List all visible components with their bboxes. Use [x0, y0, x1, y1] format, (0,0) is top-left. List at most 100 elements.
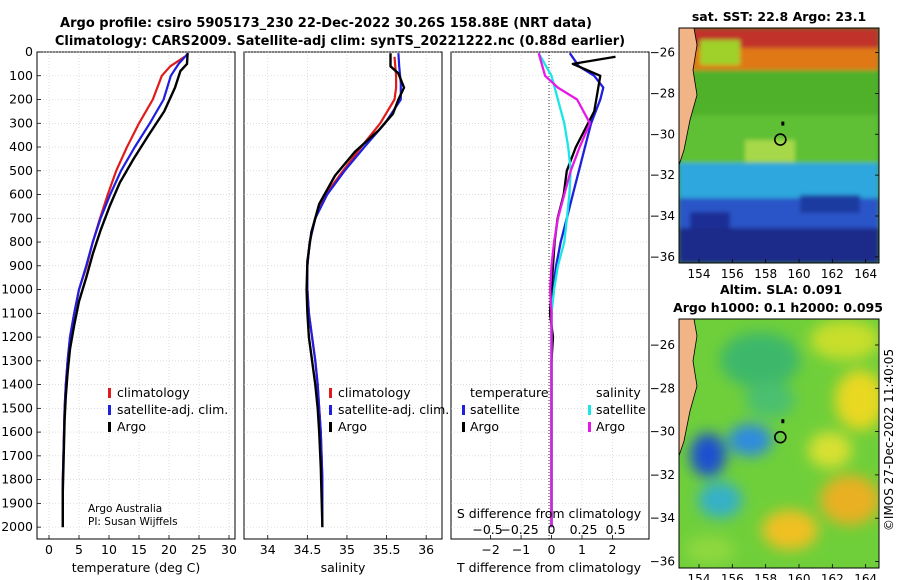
legend-label-s-satellite: satellite [596, 402, 646, 417]
x-tick-label: 5 [75, 542, 83, 557]
legend-label-t-satellite: satellite [470, 402, 520, 417]
x-tick-label: 30 [221, 542, 237, 557]
legend-label-satellite: satellite-adj. clim. [338, 402, 449, 417]
y-tick-label: 400 [9, 139, 33, 154]
map-x-tick-label: 158 [754, 572, 777, 580]
title-line-2: Climatology: CARS2009. Satellite-adj cli… [55, 34, 625, 49]
sst-map-frame [678, 27, 880, 264]
map-y-tick-label: −36 [650, 250, 675, 264]
sla-map-title-2: Argo h1000: 0.1 h2000: 0.095 [673, 300, 883, 315]
map-y-tick-label: −30 [650, 127, 675, 141]
sla-map-frame [678, 318, 880, 569]
s-tick-label: −0.5 [472, 522, 502, 537]
legend-label-satellite: satellite-adj. clim. [117, 402, 228, 417]
sst-patch-4 [690, 212, 730, 228]
map-y-tick-label: −28 [650, 86, 675, 100]
map-y-tick-label: −32 [650, 168, 675, 182]
sla-blob-2 [810, 320, 879, 360]
sst-patch-2 [745, 140, 795, 162]
sla-map: Altim. SLA: 0.091 Argo h1000: 0.1 h2000:… [650, 282, 883, 580]
s-tick-label: 0 [548, 522, 556, 537]
legend-mark-t-satellite [462, 405, 465, 415]
map-y-tick-label: −30 [650, 425, 675, 439]
x-tick-label: 34.5 [293, 542, 321, 557]
sla-blob-11 [685, 536, 735, 564]
sst-coastline [679, 28, 698, 166]
annotation-line-2: PI: Susan Wijffels [88, 516, 178, 528]
y-tick-label: 700 [9, 210, 33, 225]
map-y-tick-label: −34 [650, 511, 675, 525]
y-tick-label: 500 [9, 163, 33, 178]
legend-mark-t-argo [462, 422, 465, 432]
y-tick-label: 1200 [1, 329, 33, 344]
x-tick-label: 35.5 [373, 542, 401, 557]
map-x-tick-label: 162 [821, 572, 844, 580]
sst-map: sat. SST: 22.8 Argo: 23.1 154 156 158 160 16… [650, 9, 880, 281]
map-x-tick-label: 156 [721, 572, 744, 580]
x-tick-label: 34 [260, 542, 276, 557]
sla-blob-7 [762, 510, 818, 550]
sla-blob-6 [698, 482, 742, 518]
map-x-tick-label: 154 [688, 572, 711, 580]
x-tick-label: 36 [418, 542, 434, 557]
sla-blob-5 [728, 424, 772, 456]
map-x-tick-label: 156 [721, 267, 744, 281]
float-previous-position [781, 419, 785, 424]
y-tick-label: 1000 [1, 282, 33, 297]
map-x-tick-label: 154 [688, 267, 711, 281]
map-x-tick-label: 160 [788, 267, 811, 281]
legend-mark-argo [329, 422, 332, 432]
map-x-tick-label: 162 [821, 267, 844, 281]
y-tick-label: 100 [9, 68, 33, 83]
y-tick-label: 1800 [1, 472, 33, 487]
map-y-tick-label: −32 [650, 468, 675, 482]
sst-patch-1 [700, 40, 740, 65]
x-tick-label: 2 [608, 542, 616, 557]
sla-coast-land [679, 319, 697, 456]
legend-label-t-argo: Argo [470, 419, 499, 434]
t-difference-xlabel: T difference from climatology [456, 560, 642, 575]
x-tick-label: 25 [191, 542, 207, 557]
map-x-tick-label: 164 [854, 267, 877, 281]
y-tick-label: 2000 [1, 519, 33, 534]
legend-label-s-argo: Argo [596, 419, 625, 434]
y-tick-label: 1600 [1, 424, 33, 439]
legend-mark-satellite [108, 405, 111, 415]
sst-band-darkblue [679, 228, 879, 263]
sst-band-cyan [679, 163, 879, 198]
legend-mark-s-argo [588, 422, 591, 432]
y-tick-label: 0 [25, 44, 33, 59]
sst-map-title: sat. SST: 22.8 Argo: 23.1 [692, 9, 866, 24]
x-tick-label: 1 [578, 542, 586, 557]
sla-blob-9 [808, 432, 852, 468]
sla-blob-4 [690, 433, 726, 477]
s-tick-label: 0.5 [606, 522, 626, 537]
map-y-tick-label: −34 [650, 209, 675, 223]
legend-label-climatology: climatology [117, 385, 190, 400]
y-tick-label: 300 [9, 115, 33, 130]
y-tick-label: 900 [9, 258, 33, 273]
map-y-tick-label: −36 [650, 555, 675, 569]
difference-panel: −2 −1 0 1 2 −0.5−0.25 0 0.25 0.5 S difference f… [450, 51, 650, 575]
map-y-tick-label: −28 [650, 381, 675, 395]
sla-blob-1 [720, 332, 800, 388]
annotation-line-1: Argo Australia [88, 503, 162, 515]
salinity-xlabel: salinity [321, 560, 366, 575]
difference-legend-salinity: salinity satellite Argo [588, 385, 646, 434]
sst-coast-land [679, 28, 697, 165]
series-argo [305, 53, 406, 528]
x-tick-label: 35 [339, 542, 355, 557]
y-tick-label: 200 [9, 92, 33, 107]
series-argo [61, 53, 189, 528]
temperature-xlabel: temperature (deg C) [72, 560, 201, 575]
s-tick-label: 0.25 [570, 522, 598, 537]
map-x-tick-label: 164 [854, 572, 877, 580]
sla-map-title-1: Altim. SLA: 0.091 [720, 282, 842, 297]
sla-blob-10 [745, 382, 795, 418]
title-line-1: Argo profile: csiro 5905173_230 22-Dec-2… [60, 16, 592, 31]
x-tick-label: 10 [101, 542, 117, 557]
map-y-tick-label: −26 [650, 46, 675, 60]
legend-mark-satellite [329, 405, 332, 415]
map-y-tick-label: −26 [650, 338, 675, 352]
